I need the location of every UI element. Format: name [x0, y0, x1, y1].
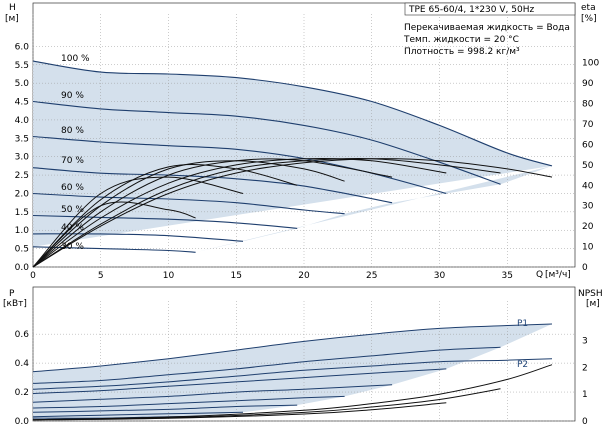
npsh-curve: [32, 364, 553, 421]
npsh-curve: [32, 402, 447, 421]
y-tick-label-h: 2.5: [15, 171, 29, 181]
power-curve: [32, 346, 501, 384]
info-line-temperature: Темп. жидкости = 20 °C: [403, 35, 519, 45]
y-axis-unit-p: [кВт]: [3, 299, 27, 309]
eta-curve: [32, 201, 196, 268]
y2-axis-label-eta: eta: [581, 3, 596, 13]
y-tick-label-h: 0.0: [15, 263, 30, 273]
y2-tick-label-eta: 90: [582, 79, 594, 89]
head-curve: [32, 192, 345, 215]
y2-tick-label-eta: 30: [582, 202, 594, 212]
y-axis-label-p: P: [9, 289, 15, 299]
x-axis-label-q: Q: [536, 270, 543, 280]
speed-label-60: 60 %: [61, 183, 84, 193]
y2-tick-label-npsh: 1: [582, 390, 588, 400]
speed-label-90: 90 %: [61, 91, 84, 101]
y2-tick-label-npsh: 2: [582, 363, 588, 373]
y2-tick-label-eta: 40: [582, 181, 594, 191]
y-axis-label-h: H: [9, 3, 16, 13]
curves-layer: [32, 60, 553, 421]
speed-label-50: 50 %: [61, 205, 84, 215]
y-tick-label-h: 1.0: [15, 226, 30, 236]
eta-curve: [32, 163, 298, 268]
y2-axis-label-npsh: NPSH: [578, 289, 603, 299]
title-box: [404, 2, 576, 16]
eta-curve: [32, 160, 345, 268]
head-curve: [32, 233, 244, 242]
y-tick-label-h: 0.5: [15, 245, 29, 255]
info-line-density: Плотность = 998.2 кг/м³: [404, 47, 520, 57]
y-tick-label-h: 4.5: [15, 98, 29, 108]
power-curve: [32, 368, 447, 394]
y2-tick-label-eta: 0: [582, 263, 588, 273]
eta-curve: [32, 158, 393, 268]
speed-label-100: 100 %: [61, 54, 90, 64]
tick-labels-layer: 0 5 10 15 20 25 30 350.00.51.01.52.02.53.03.54.…: [15, 42, 600, 427]
head-curve: [32, 246, 196, 253]
power-curve: [32, 404, 298, 413]
eta-curve: [32, 176, 244, 268]
y-axis-unit-h: [м]: [5, 14, 19, 24]
y-tick-label-h: 2.0: [15, 189, 30, 199]
x-tick-label: 5: [98, 271, 104, 281]
y-tick-label-h: 4.0: [15, 116, 30, 126]
head-curve: [32, 214, 298, 229]
y2-tick-label-eta: 60: [582, 140, 594, 150]
speed-label-70: 70 %: [61, 156, 84, 166]
y2-axis-unit-npsh: [м]: [586, 299, 600, 309]
x-tick-label: 35: [502, 271, 513, 281]
y2-axis-unit-eta: [%]: [581, 14, 597, 24]
speed-label-30: 30 %: [61, 242, 84, 252]
y-tick-label-p: 0.2: [15, 388, 29, 398]
y2-tick-label-eta: 80: [582, 100, 594, 110]
y-tick-label-h: 6.0: [15, 42, 30, 52]
head-curve: [32, 60, 553, 167]
y2-tick-label-npsh: 3: [582, 337, 588, 347]
x-axis-unit-q: [м³/ч]: [545, 270, 571, 280]
eta-curve: [32, 157, 447, 268]
series-label-p2: P2: [517, 360, 528, 370]
x-tick-label: 10: [163, 271, 175, 281]
x-tick-label: 25: [366, 271, 377, 281]
y-tick-label-h: 3.5: [15, 134, 29, 144]
text-layer: TPE 65-60/4, 1*230 V, 50Hz Перекачиваема…: [3, 2, 603, 370]
y-tick-label-h: 5.0: [15, 79, 30, 89]
y2-tick-label-eta: 100: [582, 59, 599, 69]
series-label-p1: P1: [517, 319, 528, 329]
eta-curve: [32, 158, 553, 268]
y-tick-label-h: 3.0: [15, 153, 30, 163]
x-tick-label: 0: [30, 271, 36, 281]
power-curve: [32, 358, 553, 390]
x-tick-label: 30: [434, 271, 446, 281]
power-curve: [32, 384, 393, 403]
chart-title: TPE 65-60/4, 1*230 V, 50Hz: [408, 5, 534, 15]
x-tick-label: 15: [231, 271, 242, 281]
y2-tick-label-npsh: 0: [582, 417, 588, 427]
x-tick-label: 20: [298, 271, 310, 281]
y2-tick-label-eta: 70: [582, 120, 594, 130]
y-tick-label-p: 0.4: [15, 359, 30, 369]
y2-tick-label-eta: 20: [582, 222, 594, 232]
y-tick-label-p: 0.6: [15, 330, 30, 340]
eta-curve: [32, 158, 501, 268]
power-curve: [32, 411, 244, 418]
y2-tick-label-eta: 10: [582, 243, 594, 253]
y-tick-label-p: 0.0: [15, 417, 30, 427]
info-line-liquid: Перекачиваемая жидкость = Вода: [404, 23, 570, 33]
power-curve: [32, 323, 553, 373]
y-tick-label-h: 5.5: [15, 61, 29, 71]
speed-label-80: 80 %: [61, 126, 84, 136]
power-curve: [32, 395, 345, 409]
y2-tick-label-eta: 50: [582, 161, 594, 171]
speed-label-40: 40 %: [61, 223, 84, 233]
y-tick-label-h: 1.5: [15, 208, 29, 218]
